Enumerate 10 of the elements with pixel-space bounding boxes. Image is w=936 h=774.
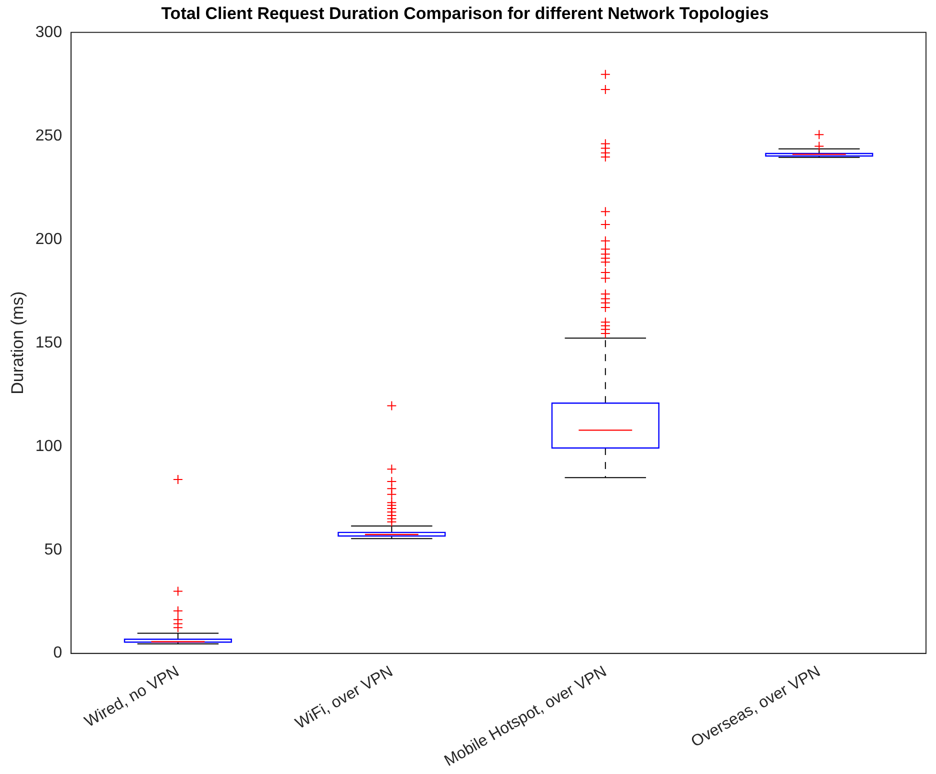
y-tick-label: 0 (53, 644, 62, 662)
y-tick-label: 50 (44, 541, 62, 558)
y-tick-label: 200 (35, 230, 62, 248)
y-tick-label: 250 (35, 127, 62, 144)
chart-title: Total Client Request Duration Comparison for different Network Topologies (161, 4, 769, 23)
y-axis-title: Duration (ms) (8, 291, 27, 394)
x-tick-label: WiFi, over VPN (292, 663, 396, 733)
y-tick-label: 150 (35, 334, 62, 352)
y-tick-label: 100 (35, 438, 62, 455)
y-tick-label: 300 (35, 24, 62, 41)
